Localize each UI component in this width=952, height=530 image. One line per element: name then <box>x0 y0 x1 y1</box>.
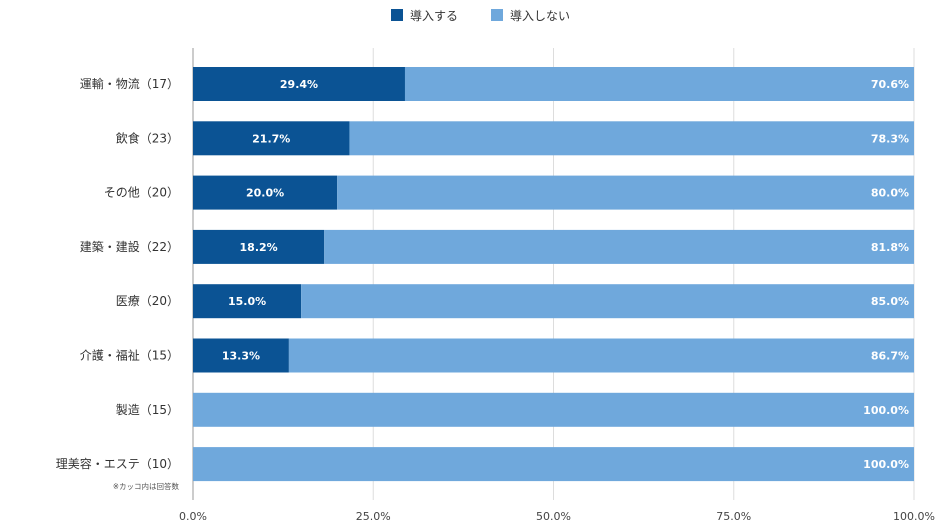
category-label: 運輸・物流（17） <box>80 76 179 91</box>
legend-swatch <box>491 9 503 21</box>
category-label: 製造（15） <box>116 403 179 417</box>
data-label: 78.3% <box>871 132 909 145</box>
data-label: 100.0% <box>863 404 909 417</box>
data-label: 29.4% <box>280 78 318 91</box>
category-label: 医療（20） <box>116 294 179 308</box>
bar-segment-not-adopt <box>349 121 914 156</box>
bar-segment-not-adopt <box>337 175 914 210</box>
legend-label: 導入しない <box>510 9 570 23</box>
x-tick-label: 25.0% <box>356 510 391 523</box>
x-axis-tick-labels: 0.0% 25.0% 50.0% 75.0% 100.0% <box>179 510 935 523</box>
data-label: 18.2% <box>240 241 278 254</box>
bar-segment-adopt <box>193 121 350 156</box>
x-tick-label: 0.0% <box>179 510 207 523</box>
data-label: 80.0% <box>871 187 909 200</box>
data-label: 15.0% <box>228 295 266 308</box>
data-labels: 29.4% 70.6% 21.7% 78.3% 20.0% 80.0% 18.2% 81.8%… <box>222 78 909 471</box>
data-label: 100.0% <box>863 458 909 471</box>
bar-segment-adopt <box>193 175 338 210</box>
data-label: 86.7% <box>871 350 909 363</box>
bar-segment-not-adopt <box>288 338 914 373</box>
data-label: 70.6% <box>871 78 909 91</box>
legend: 導入する 導入しない <box>391 9 570 23</box>
gridlines <box>192 48 915 500</box>
bar-segment-not-adopt <box>193 447 914 482</box>
chart-note: ※カッコ内は回答数 <box>113 481 180 491</box>
x-tick-label: 50.0% <box>536 510 571 523</box>
bar-segment-not-adopt <box>301 284 914 319</box>
bar-segment-adopt <box>193 338 289 373</box>
category-label: 建築・建設（22） <box>80 239 179 254</box>
data-label: 81.8% <box>871 241 909 254</box>
bar-segment-adopt <box>193 284 302 319</box>
category-label: その他（20） <box>104 186 179 200</box>
data-label: 20.0% <box>246 187 284 200</box>
legend-swatch <box>391 9 403 21</box>
bar-segment-not-adopt <box>193 392 914 427</box>
bar-segment-not-adopt <box>324 229 914 264</box>
x-tick-label: 100.0% <box>893 510 935 523</box>
bar-segment-adopt <box>193 229 325 264</box>
bars <box>193 67 914 482</box>
category-labels: 運輸・物流（17） 飲食（23） その他（20） 建築・建設（22） 医療（20） 介護・… <box>56 76 179 471</box>
data-label: 13.3% <box>222 350 260 363</box>
legend-label: 導入する <box>410 9 458 23</box>
x-tick-label: 75.0% <box>716 510 751 523</box>
data-label: 85.0% <box>871 295 909 308</box>
data-label: 21.7% <box>252 132 290 145</box>
category-label: 介護・福祉（15） <box>80 348 179 363</box>
category-label: 飲食（23） <box>116 130 179 145</box>
category-label: 理美容・エステ（10） <box>56 456 179 471</box>
bar-segment-adopt <box>193 67 405 101</box>
bar-segment-not-adopt <box>404 67 914 101</box>
